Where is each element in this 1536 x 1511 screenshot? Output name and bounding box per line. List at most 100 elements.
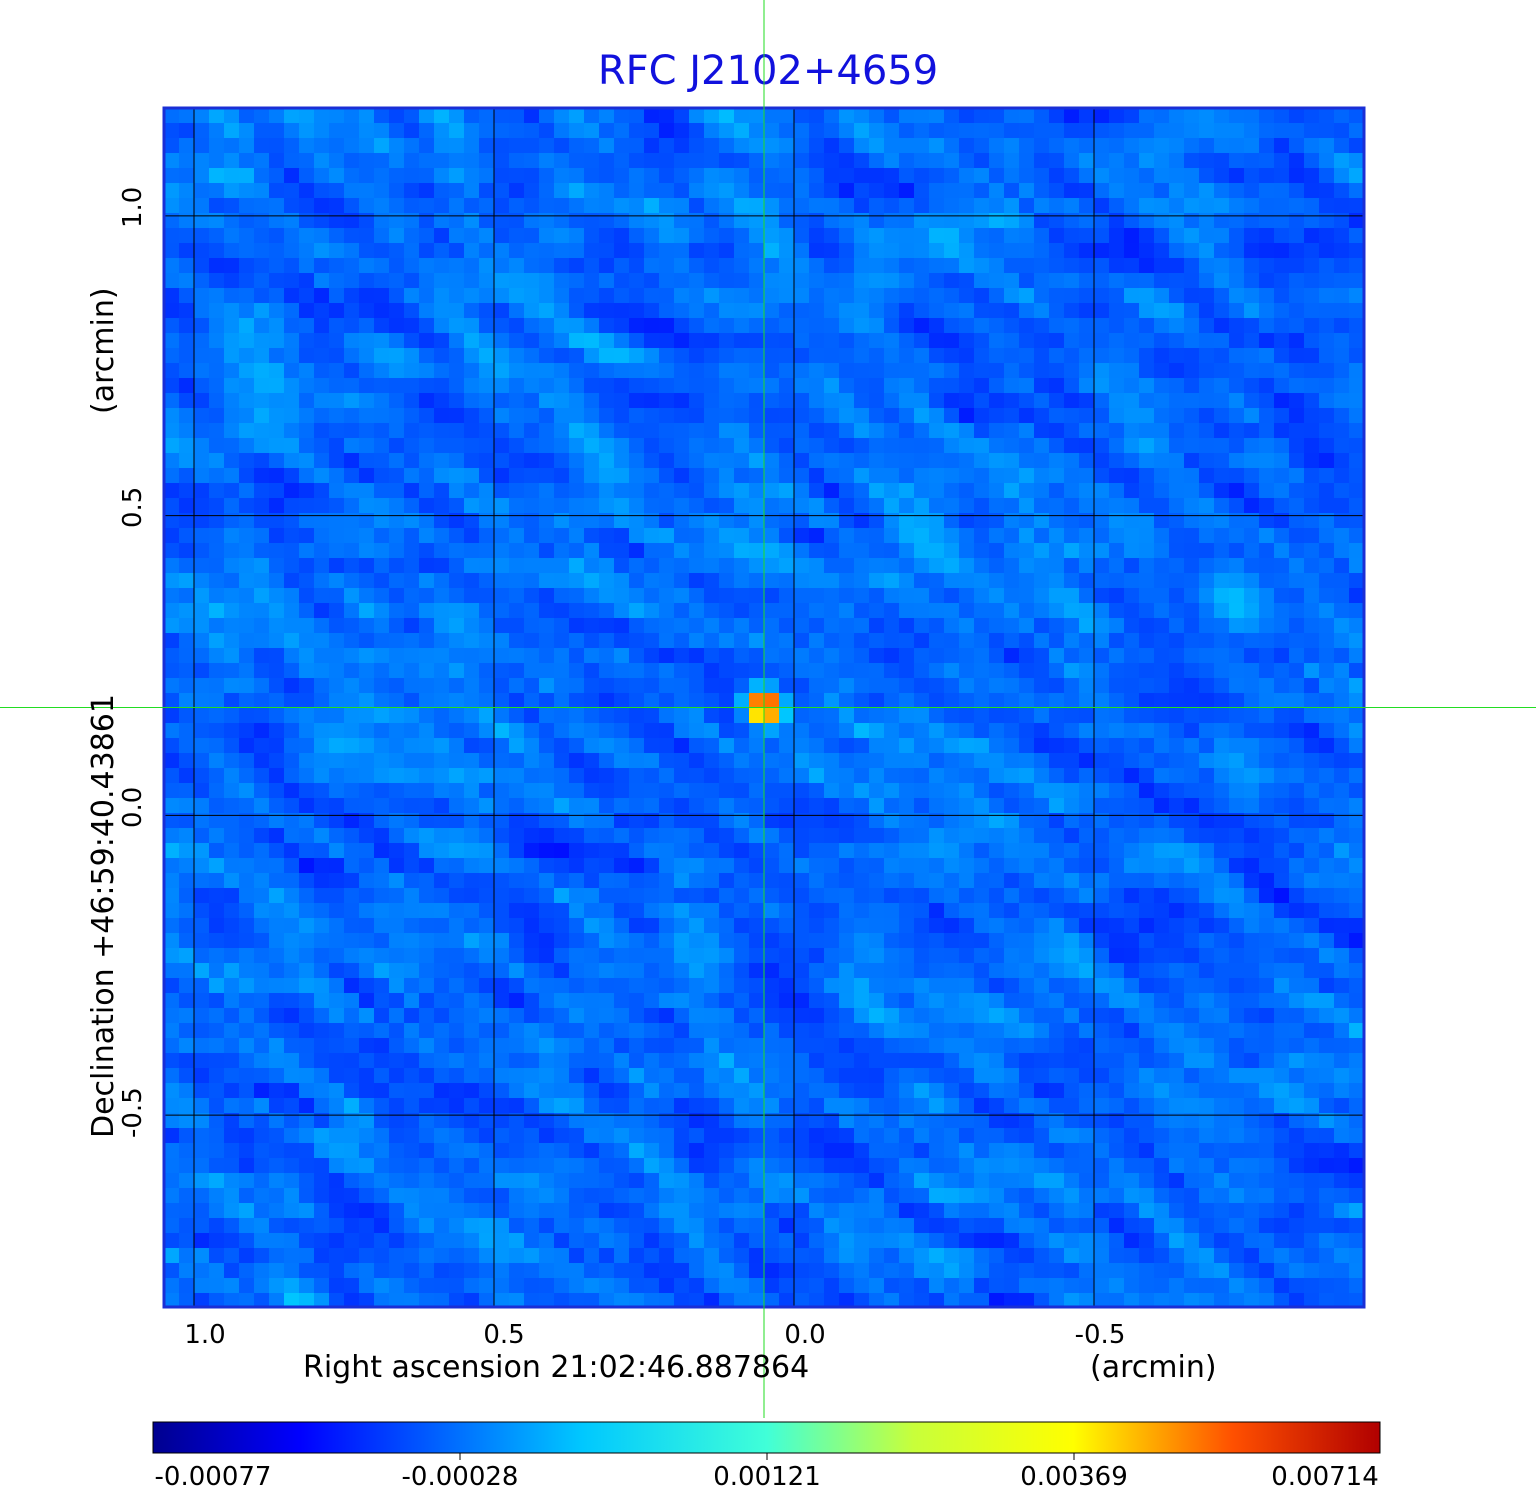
image-pixel bbox=[929, 723, 945, 739]
image-pixel bbox=[1259, 963, 1275, 979]
image-pixel bbox=[929, 513, 945, 529]
image-pixel bbox=[614, 558, 630, 574]
image-pixel bbox=[599, 588, 615, 604]
image-pixel bbox=[989, 213, 1005, 229]
image-pixel bbox=[1184, 558, 1200, 574]
image-pixel bbox=[674, 933, 690, 949]
image-pixel bbox=[1304, 468, 1320, 484]
image-pixel bbox=[614, 573, 630, 589]
image-pixel bbox=[524, 768, 540, 784]
image-pixel bbox=[419, 648, 435, 664]
image-pixel bbox=[284, 243, 300, 259]
image-pixel bbox=[494, 1008, 510, 1024]
image-pixel bbox=[1349, 558, 1364, 574]
image-pixel bbox=[329, 273, 345, 289]
image-pixel bbox=[854, 303, 870, 319]
image-pixel bbox=[1244, 618, 1260, 634]
image-pixel bbox=[1274, 873, 1290, 889]
image-pixel bbox=[929, 1008, 945, 1024]
image-pixel bbox=[824, 468, 840, 484]
image-pixel bbox=[734, 813, 750, 829]
image-pixel bbox=[1004, 243, 1020, 259]
image-pixel bbox=[1214, 573, 1230, 589]
image-pixel bbox=[1349, 693, 1364, 709]
image-pixel bbox=[704, 528, 720, 544]
image-pixel bbox=[239, 228, 255, 244]
image-pixel bbox=[449, 768, 465, 784]
image-pixel bbox=[1124, 828, 1140, 844]
image-pixel bbox=[809, 678, 825, 694]
image-pixel bbox=[839, 993, 855, 1009]
image-pixel bbox=[1229, 903, 1245, 919]
image-pixel bbox=[464, 933, 480, 949]
image-pixel bbox=[359, 228, 375, 244]
image-pixel bbox=[809, 453, 825, 469]
image-pixel bbox=[929, 573, 945, 589]
image-pixel bbox=[689, 213, 705, 229]
image-pixel bbox=[434, 348, 450, 364]
image-pixel bbox=[254, 588, 270, 604]
image-pixel bbox=[554, 888, 570, 904]
image-pixel bbox=[1109, 573, 1125, 589]
image-pixel bbox=[1289, 348, 1305, 364]
image-pixel bbox=[1004, 153, 1020, 169]
image-pixel bbox=[704, 993, 720, 1009]
image-pixel bbox=[299, 318, 315, 334]
image-pixel bbox=[164, 288, 180, 304]
image-pixel bbox=[1154, 153, 1170, 169]
image-pixel bbox=[179, 273, 195, 289]
image-pixel bbox=[509, 378, 525, 394]
image-pixel bbox=[194, 138, 210, 154]
image-pixel bbox=[1334, 213, 1350, 229]
image-pixel bbox=[1304, 363, 1320, 379]
image-pixel bbox=[389, 933, 405, 949]
image-pixel bbox=[449, 438, 465, 454]
image-pixel bbox=[449, 873, 465, 889]
image-pixel bbox=[269, 1008, 285, 1024]
image-pixel bbox=[974, 678, 990, 694]
image-pixel bbox=[884, 603, 900, 619]
image-pixel bbox=[569, 483, 585, 499]
image-pixel bbox=[329, 723, 345, 739]
image-pixel bbox=[704, 423, 720, 439]
image-pixel bbox=[194, 213, 210, 229]
image-pixel bbox=[1064, 243, 1080, 259]
image-pixel bbox=[344, 528, 360, 544]
image-pixel bbox=[854, 228, 870, 244]
image-pixel bbox=[1004, 168, 1020, 184]
image-pixel bbox=[1319, 348, 1335, 364]
image-pixel bbox=[374, 918, 390, 934]
image-pixel bbox=[434, 483, 450, 499]
image-pixel bbox=[1334, 378, 1350, 394]
image-pixel bbox=[659, 588, 675, 604]
image-pixel bbox=[539, 558, 555, 574]
image-pixel bbox=[959, 213, 975, 229]
image-pixel bbox=[1064, 678, 1080, 694]
image-pixel bbox=[779, 378, 795, 394]
image-pixel bbox=[809, 513, 825, 529]
image-pixel bbox=[1049, 828, 1065, 844]
image-pixel bbox=[914, 543, 930, 559]
image-pixel bbox=[1139, 408, 1155, 424]
image-pixel bbox=[569, 888, 585, 904]
image-pixel bbox=[884, 483, 900, 499]
image-pixel bbox=[299, 858, 315, 874]
image-pixel bbox=[1124, 513, 1140, 529]
image-pixel bbox=[794, 738, 810, 754]
image-pixel bbox=[1244, 423, 1260, 439]
image-pixel bbox=[1124, 603, 1140, 619]
image-pixel bbox=[1124, 453, 1140, 469]
image-pixel bbox=[1319, 303, 1335, 319]
image-pixel bbox=[1334, 588, 1350, 604]
image-pixel bbox=[1124, 618, 1140, 634]
image-pixel bbox=[509, 663, 525, 679]
image-pixel bbox=[1304, 888, 1320, 904]
image-pixel bbox=[764, 768, 780, 784]
image-pixel bbox=[1244, 1023, 1260, 1039]
image-pixel bbox=[1124, 633, 1140, 649]
image-pixel bbox=[569, 603, 585, 619]
image-pixel bbox=[584, 858, 600, 874]
image-pixel bbox=[749, 948, 765, 964]
image-pixel bbox=[809, 363, 825, 379]
image-pixel bbox=[644, 633, 660, 649]
